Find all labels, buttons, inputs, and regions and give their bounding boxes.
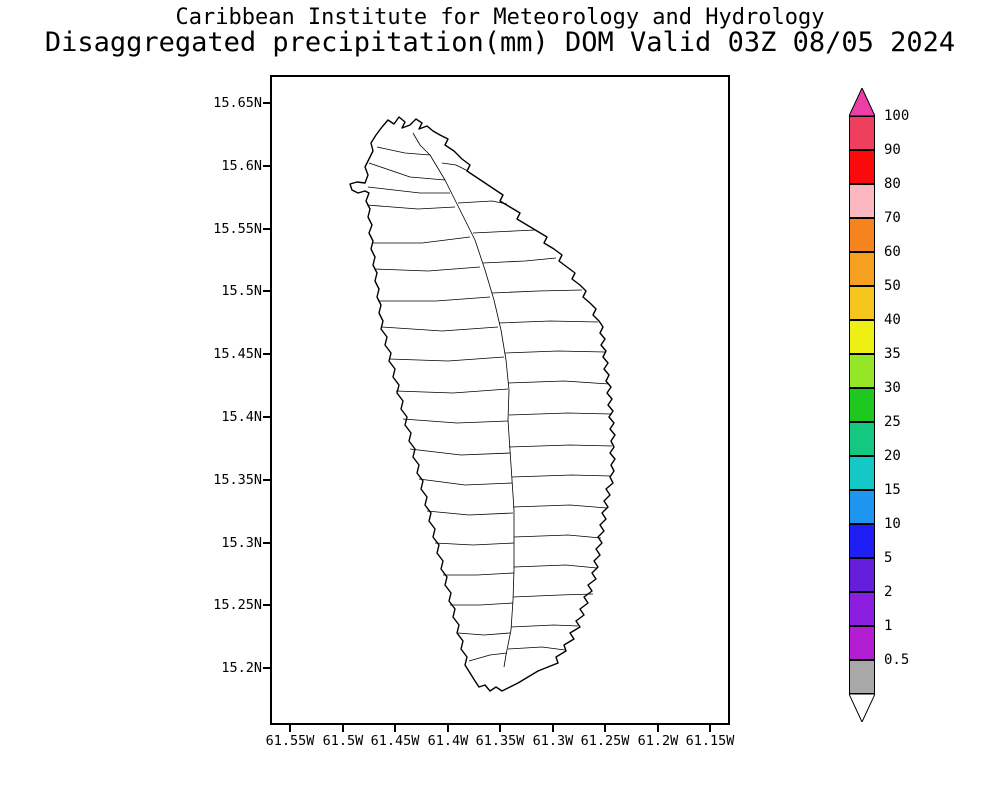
colorbar-label: 0.5	[884, 652, 910, 668]
watershed-boundaries	[366, 132, 613, 668]
lon-tick-mark	[709, 725, 711, 732]
lon-tick-mark	[342, 725, 344, 732]
lon-tick-label: 61.15W	[685, 733, 735, 749]
lat-tick-label: 15.35N	[213, 472, 262, 488]
lon-tick-label: 61.25W	[580, 733, 630, 749]
colorbar-label: 50	[884, 278, 901, 294]
lat-tick-mark	[263, 667, 270, 669]
colorbar-segment	[849, 218, 875, 252]
lat-tick-mark	[263, 102, 270, 104]
colorbar-segment	[849, 184, 875, 218]
colorbar-label: 1	[884, 618, 893, 634]
colorbar-segment	[849, 286, 875, 320]
lat-tick-label: 15.4N	[221, 409, 262, 425]
lon-tick-mark	[394, 725, 396, 732]
colorbar-segment	[849, 320, 875, 354]
lon-tick-mark	[657, 725, 659, 732]
lat-tick-mark	[263, 353, 270, 355]
colorbar-label: 30	[884, 380, 901, 396]
lat-tick-label: 15.45N	[213, 346, 262, 362]
lon-tick-label: 61.2W	[637, 733, 679, 749]
lat-tick-mark	[263, 479, 270, 481]
lon-tick-label: 61.3W	[532, 733, 574, 749]
lon-tick-label: 61.5W	[322, 733, 364, 749]
colorbar-segment	[849, 422, 875, 456]
lat-tick-mark	[263, 290, 270, 292]
colorbar-label: 5	[884, 550, 893, 566]
lat-tick-label: 15.3N	[221, 535, 262, 551]
colorbar-label: 60	[884, 244, 901, 260]
lon-tick-mark	[447, 725, 449, 732]
colorbar-segment	[849, 592, 875, 626]
colorbar-label: 90	[884, 142, 901, 158]
colorbar-label: 40	[884, 312, 901, 328]
lon-tick-label: 61.35W	[475, 733, 525, 749]
colorbar-label: 35	[884, 346, 901, 362]
colorbar-label: 70	[884, 210, 901, 226]
colorbar-segment	[849, 388, 875, 422]
colorbar-segment	[849, 354, 875, 388]
dominica-map	[349, 116, 616, 692]
colorbar-label: 80	[884, 176, 901, 192]
colorbar-label: 2	[884, 584, 893, 600]
lon-tick-label: 61.4W	[427, 733, 469, 749]
dominica-coastline	[349, 116, 616, 692]
lat-tick-label: 15.2N	[221, 660, 262, 676]
lon-tick-label: 61.45W	[370, 733, 420, 749]
colorbar-segment	[849, 150, 875, 184]
lat-tick-label: 15.25N	[213, 597, 262, 613]
colorbar-segment	[849, 524, 875, 558]
colorbar-segment	[849, 456, 875, 490]
lon-tick-mark	[499, 725, 501, 732]
lat-tick-label: 15.55N	[213, 221, 262, 237]
lat-tick-label: 15.65N	[213, 95, 262, 111]
colorbar-segment	[849, 558, 875, 592]
plot-title: Disaggregated precipitation(mm) DOM Vali…	[44, 27, 956, 58]
colorbar-segment	[849, 660, 875, 694]
colorbar-segment	[849, 626, 875, 660]
lon-tick-mark	[289, 725, 291, 732]
colorbar-segment	[849, 490, 875, 524]
lat-tick-label: 15.5N	[221, 283, 262, 299]
colorbar-bottom-arrow	[849, 694, 875, 722]
colorbar-segment	[849, 116, 875, 150]
lat-tick-label: 15.6N	[221, 158, 262, 174]
lat-tick-mark	[263, 228, 270, 230]
colorbar-label: 20	[884, 448, 901, 464]
lat-tick-mark	[263, 542, 270, 544]
colorbar-top-arrow	[849, 88, 875, 116]
lat-tick-mark	[263, 604, 270, 606]
lon-tick-mark	[604, 725, 606, 732]
lon-tick-label: 61.55W	[265, 733, 315, 749]
colorbar-segment	[849, 252, 875, 286]
colorbar-label: 15	[884, 482, 901, 498]
colorbar-label: 100	[884, 108, 910, 124]
lat-tick-mark	[263, 416, 270, 418]
lon-tick-mark	[552, 725, 554, 732]
institute-title: Caribbean Institute for Meteorology and …	[175, 5, 825, 30]
lat-tick-mark	[263, 165, 270, 167]
colorbar-label: 10	[884, 516, 901, 532]
colorbar-label: 25	[884, 414, 901, 430]
